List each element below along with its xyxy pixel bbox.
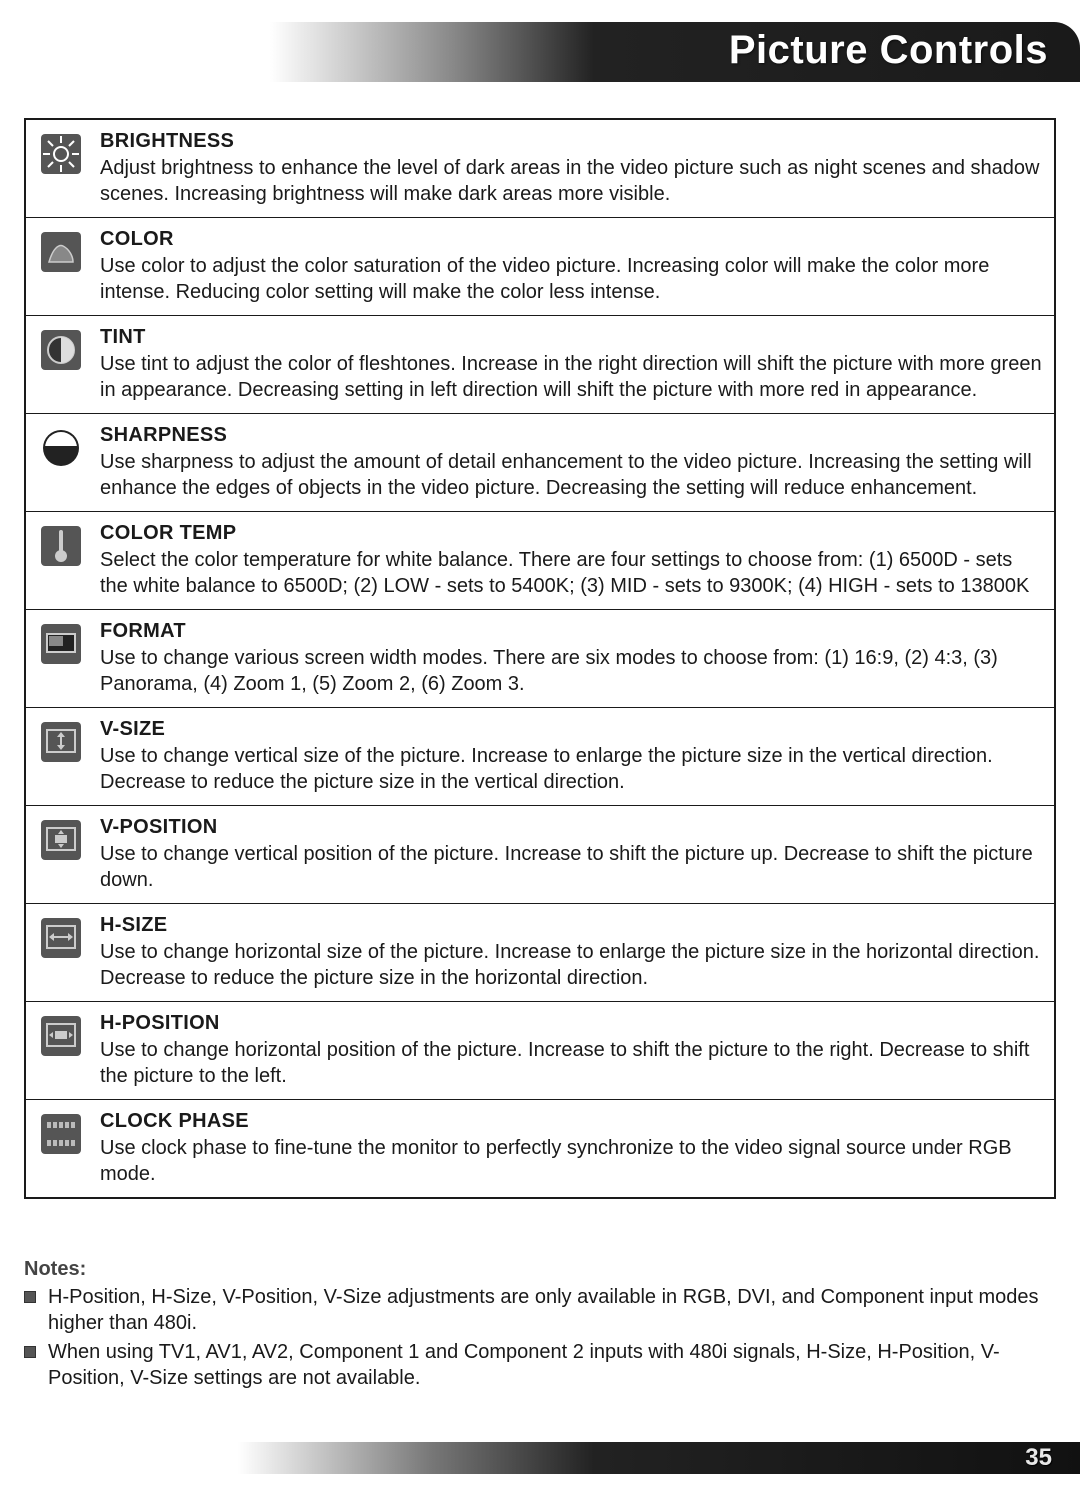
control-desc: Use color to adjust the color saturation…: [100, 255, 989, 303]
control-title: H-SIZE: [100, 912, 1044, 938]
control-row-vposition: V-POSITION Use to change vertical positi…: [26, 806, 1054, 904]
format-icon: [36, 618, 86, 666]
control-title: BRIGHTNESS: [100, 128, 1044, 154]
page-title: Picture Controls: [729, 28, 1048, 73]
vsize-icon: [36, 716, 86, 764]
control-desc: Use to change horizontal position of the…: [100, 1039, 1029, 1087]
header-bar: Picture Controls: [0, 22, 1080, 82]
control-title: COLOR TEMP: [100, 520, 1044, 546]
vposition-icon: [36, 814, 86, 862]
note-item: H-Position, H-Size, V-Position, V-Size a…: [24, 1285, 1056, 1336]
notes-section: Notes: H-Position, H-Size, V-Position, V…: [24, 1258, 1056, 1395]
control-desc: Use to change vertical position of the p…: [100, 843, 1033, 891]
control-text: COLOR Use color to adjust the color satu…: [100, 226, 1044, 305]
control-title: H-POSITION: [100, 1010, 1044, 1036]
bullet-icon: [24, 1291, 36, 1303]
control-desc: Use tint to adjust the color of fleshton…: [100, 353, 1042, 401]
control-text: SHARPNESS Use sharpness to adjust the am…: [100, 422, 1044, 501]
controls-table: BRIGHTNESS Adjust brightness to enhance …: [24, 118, 1056, 1199]
control-desc: Use to change various screen width modes…: [100, 647, 998, 695]
control-row-tint: TINT Use tint to adjust the color of fle…: [26, 316, 1054, 414]
page-number: 35: [1025, 1444, 1052, 1472]
tint-icon: [36, 324, 86, 372]
hposition-icon: [36, 1010, 86, 1058]
control-title: V-POSITION: [100, 814, 1044, 840]
bullet-icon: [24, 1346, 36, 1358]
control-desc: Select the color temperature for white b…: [100, 549, 1029, 597]
control-row-hposition: H-POSITION Use to change horizontal posi…: [26, 1002, 1054, 1100]
sharpness-icon: [36, 422, 86, 470]
control-text: TINT Use tint to adjust the color of fle…: [100, 324, 1044, 403]
control-desc: Use to change horizontal size of the pic…: [100, 941, 1039, 989]
control-text: BRIGHTNESS Adjust brightness to enhance …: [100, 128, 1044, 207]
notes-title: Notes:: [24, 1258, 1056, 1281]
clockphase-icon: [36, 1108, 86, 1156]
control-row-vsize: V-SIZE Use to change vertical size of th…: [26, 708, 1054, 806]
control-row-hsize: H-SIZE Use to change horizontal size of …: [26, 904, 1054, 1002]
control-desc: Use clock phase to fine-tune the monitor…: [100, 1137, 1012, 1185]
control-text: FORMAT Use to change various screen widt…: [100, 618, 1044, 697]
color-icon: [36, 226, 86, 274]
control-row-color: COLOR Use color to adjust the color satu…: [26, 218, 1054, 316]
control-desc: Use sharpness to adjust the amount of de…: [100, 451, 1032, 499]
control-title: TINT: [100, 324, 1044, 350]
control-row-sharpness: SHARPNESS Use sharpness to adjust the am…: [26, 414, 1054, 512]
control-title: SHARPNESS: [100, 422, 1044, 448]
note-text: H-Position, H-Size, V-Position, V-Size a…: [48, 1285, 1056, 1336]
footer-bar: [0, 1442, 1080, 1474]
control-row-colortemp: COLOR TEMP Select the color temperature …: [26, 512, 1054, 610]
control-desc: Use to change vertical size of the pictu…: [100, 745, 993, 793]
control-text: H-POSITION Use to change horizontal posi…: [100, 1010, 1044, 1089]
control-text: V-POSITION Use to change vertical positi…: [100, 814, 1044, 893]
control-text: H-SIZE Use to change horizontal size of …: [100, 912, 1044, 991]
control-title: COLOR: [100, 226, 1044, 252]
hsize-icon: [36, 912, 86, 960]
control-text: V-SIZE Use to change vertical size of th…: [100, 716, 1044, 795]
control-row-format: FORMAT Use to change various screen widt…: [26, 610, 1054, 708]
control-row-brightness: BRIGHTNESS Adjust brightness to enhance …: [26, 120, 1054, 218]
colortemp-icon: [36, 520, 86, 568]
note-item: When using TV1, AV1, AV2, Component 1 an…: [24, 1340, 1056, 1391]
control-title: FORMAT: [100, 618, 1044, 644]
control-row-clockphase: CLOCK PHASE Use clock phase to fine-tune…: [26, 1100, 1054, 1197]
control-title: CLOCK PHASE: [100, 1108, 1044, 1134]
control-text: CLOCK PHASE Use clock phase to fine-tune…: [100, 1108, 1044, 1187]
brightness-icon: [36, 128, 86, 176]
control-desc: Adjust brightness to enhance the level o…: [100, 157, 1039, 205]
note-text: When using TV1, AV1, AV2, Component 1 an…: [48, 1340, 1056, 1391]
control-title: V-SIZE: [100, 716, 1044, 742]
control-text: COLOR TEMP Select the color temperature …: [100, 520, 1044, 599]
